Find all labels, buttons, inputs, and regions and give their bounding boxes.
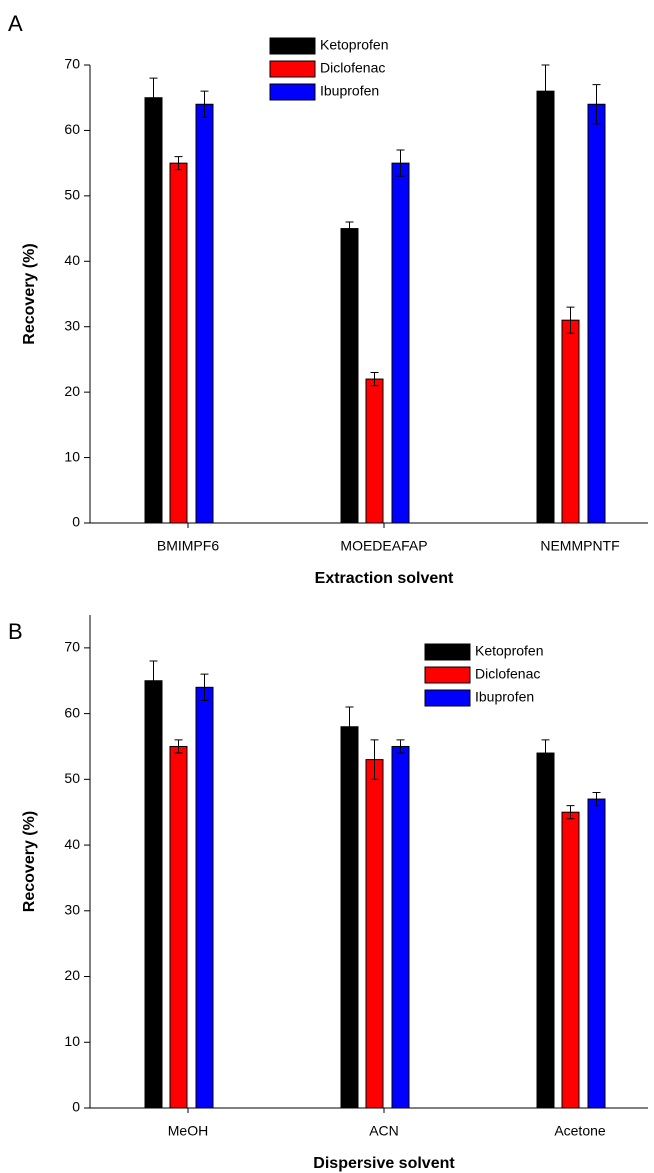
legend-swatch xyxy=(269,83,316,101)
bar xyxy=(536,90,555,524)
y-tick-label: 10 xyxy=(64,448,80,464)
y-tick-label: 50 xyxy=(64,770,80,786)
error-bar xyxy=(174,156,183,171)
legend-swatch xyxy=(424,666,471,684)
legend-label: Ketoprofen xyxy=(320,37,389,53)
y-tick-label: 40 xyxy=(64,836,80,852)
legend-swatch xyxy=(424,643,471,661)
x-tick-label: Acetone xyxy=(554,1123,606,1139)
x-tick-label: ACN xyxy=(369,1123,399,1139)
x-tick-label: BMIMPF6 xyxy=(157,538,219,554)
bar xyxy=(340,228,359,524)
bar xyxy=(587,798,606,1109)
legend-swatch xyxy=(424,689,471,707)
legend-swatch xyxy=(269,37,316,55)
panel-label: A xyxy=(8,11,23,36)
error-bar xyxy=(345,221,354,236)
bar xyxy=(144,680,163,1109)
error-bar xyxy=(200,673,209,701)
bar xyxy=(536,752,555,1109)
error-bar xyxy=(174,739,183,754)
x-axis-title: Dispersive solvent xyxy=(313,1155,455,1172)
bar xyxy=(144,97,163,524)
bar xyxy=(391,745,410,1109)
error-bar xyxy=(566,805,575,820)
y-tick-label: 50 xyxy=(64,187,80,203)
error-bar xyxy=(592,791,601,807)
bar xyxy=(169,162,188,524)
x-tick-label: MOEDEAFAP xyxy=(340,538,427,554)
error-bar xyxy=(200,90,209,118)
error-bar xyxy=(541,739,550,767)
x-tick-label: NEMMPNTF xyxy=(540,538,619,554)
bar xyxy=(587,103,606,524)
error-bar xyxy=(370,372,379,387)
bar xyxy=(365,759,384,1109)
bar xyxy=(561,811,580,1109)
error-bar xyxy=(541,64,550,118)
y-tick-label: 10 xyxy=(64,1033,80,1049)
y-tick-label: 30 xyxy=(64,902,80,918)
legend-swatch xyxy=(269,60,316,78)
bar xyxy=(365,378,384,524)
y-axis-title: Recovery (%) xyxy=(21,811,38,912)
error-bar xyxy=(396,149,405,177)
error-bar xyxy=(345,706,354,747)
bar xyxy=(195,686,214,1109)
error-bar xyxy=(149,660,158,701)
y-tick-label: 60 xyxy=(64,704,80,720)
bar xyxy=(391,162,410,524)
bar xyxy=(561,319,580,524)
legend-label: Ibuprofen xyxy=(475,689,534,705)
x-tick-label: MeOH xyxy=(168,1123,208,1139)
bar xyxy=(169,745,188,1109)
y-tick-label: 40 xyxy=(64,252,80,268)
y-tick-label: 20 xyxy=(64,967,80,983)
error-bar xyxy=(149,77,158,118)
bar xyxy=(340,726,359,1109)
legend-label: Diclofenac xyxy=(475,666,540,682)
legend-label: Ibuprofen xyxy=(320,83,379,99)
y-tick-label: 0 xyxy=(72,1099,80,1115)
error-bar xyxy=(592,84,601,125)
error-bar xyxy=(396,739,405,754)
legend-label: Ketoprofen xyxy=(475,643,544,659)
legend-label: Diclofenac xyxy=(320,60,385,76)
y-tick-label: 0 xyxy=(72,514,80,530)
panel-label: B xyxy=(8,619,23,644)
x-axis-title: Extraction solvent xyxy=(315,570,454,587)
bar xyxy=(195,103,214,524)
y-tick-label: 30 xyxy=(64,317,80,333)
error-bar xyxy=(370,739,379,780)
y-tick-label: 70 xyxy=(64,56,80,72)
y-tick-label: 60 xyxy=(64,121,80,137)
y-tick-label: 70 xyxy=(64,639,80,655)
y-axis-title: Recovery (%) xyxy=(21,243,38,344)
y-tick-label: 20 xyxy=(64,383,80,399)
error-bar xyxy=(566,306,575,334)
